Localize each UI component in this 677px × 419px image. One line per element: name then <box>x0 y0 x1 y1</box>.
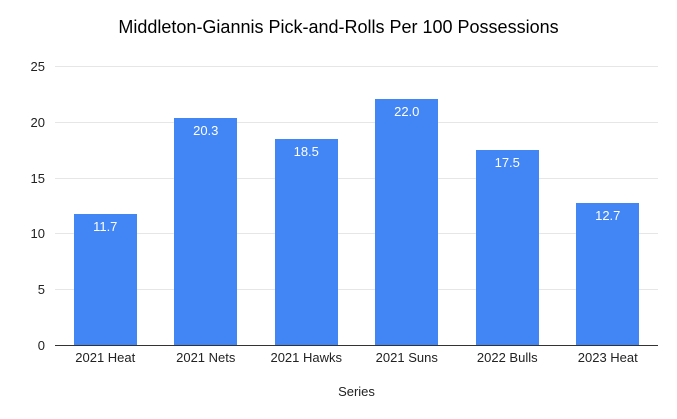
bar[interactable]: 20.3 <box>174 118 238 345</box>
plot-area: 11.7 20.3 18.5 22.0 17.5 12.7 <box>55 66 658 346</box>
bar-value-label: 11.7 <box>93 219 118 234</box>
bar-series: 11.7 20.3 18.5 22.0 17.5 12.7 <box>55 66 658 345</box>
y-tick-label: 5 <box>37 282 45 297</box>
y-tick-label: 0 <box>37 338 45 353</box>
bar[interactable]: 17.5 <box>475 150 539 345</box>
bar-value-label: 22.0 <box>394 104 420 119</box>
bar[interactable]: 11.7 <box>73 214 137 345</box>
y-tick-label: 10 <box>30 226 45 241</box>
bar[interactable]: 18.5 <box>274 139 338 345</box>
bar-value-label: 17.5 <box>494 155 520 170</box>
y-tick-label: 20 <box>30 115 45 130</box>
y-tick-label: 25 <box>30 59 45 74</box>
bar-group: 22.0 <box>357 66 458 345</box>
bar-value-label: 20.3 <box>193 123 219 138</box>
gridline <box>55 289 658 290</box>
gridline <box>55 233 658 234</box>
y-axis: 0 5 10 15 20 25 <box>0 59 45 353</box>
bar-group: 17.5 <box>457 66 558 345</box>
bar-group: 18.5 <box>256 66 357 345</box>
gridline <box>55 178 658 179</box>
bar-value-label: 18.5 <box>293 144 319 159</box>
bar[interactable]: 22.0 <box>375 99 439 345</box>
x-axis-title: Series <box>338 384 375 399</box>
gridline <box>55 66 658 67</box>
x-axis: 2021 Heat 2021 Nets 2021 Hawks 2021 Suns 202… <box>55 350 658 365</box>
bar-group: 12.7 <box>558 66 659 345</box>
x-category-label: 2021 Nets <box>176 350 236 365</box>
bar-group: 11.7 <box>55 66 156 345</box>
x-category-label: 2021 Hawks <box>270 350 343 365</box>
bar[interactable]: 12.7 <box>576 203 640 345</box>
gridline <box>55 122 658 123</box>
x-category-label: 2021 Heat <box>75 350 136 365</box>
x-category-label: 2022 Bulls <box>476 350 538 365</box>
y-tick-label: 15 <box>30 171 45 186</box>
bar-group: 20.3 <box>156 66 257 345</box>
chart-title: Middleton-Giannis Pick-and-Rolls Per 100… <box>118 17 559 37</box>
bar-value-label: 12.7 <box>595 208 621 223</box>
x-category-label: 2023 Heat <box>577 350 638 365</box>
x-category-label: 2021 Suns <box>375 350 438 365</box>
